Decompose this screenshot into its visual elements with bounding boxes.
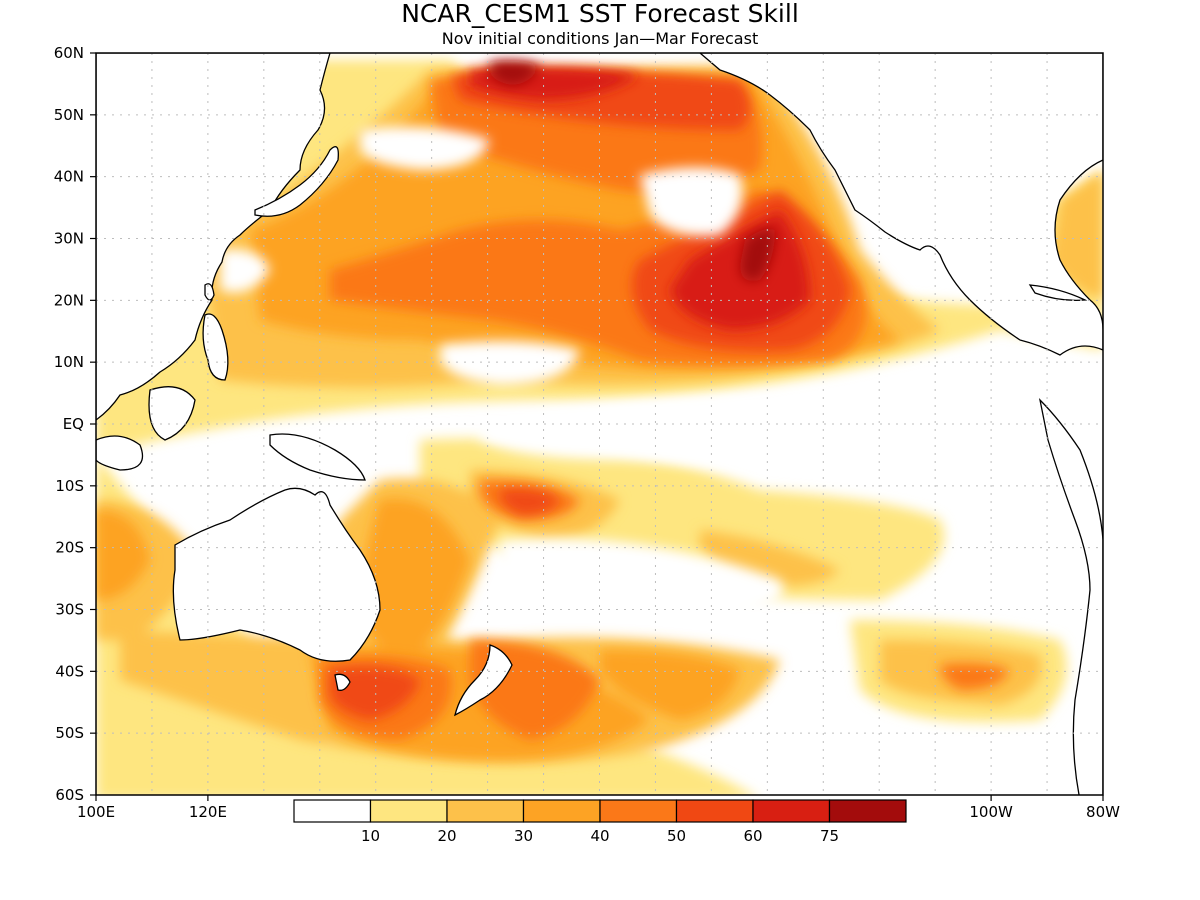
colorbar-swatch (599, 799, 678, 823)
colorbar-swatch (293, 799, 372, 823)
new-guinea (269, 433, 366, 481)
colorbar-level-label: 75 (820, 827, 839, 845)
borneo-sumatra (96, 435, 144, 471)
borneo-island (148, 386, 196, 441)
lat-tick-label: 60S (55, 786, 84, 804)
lat-axis: 60N 50N 40N 30N 20N 10N EQ 10S 20S 30S 40S 50S 60S (54, 44, 96, 804)
colorbar: 10 20 30 40 50 60 75 (286, 797, 914, 845)
lon-tick-label: 80W (1086, 803, 1120, 821)
lat-tick-label: 10S (55, 477, 84, 495)
lat-tick-label: 60N (54, 44, 84, 62)
south-america (1038, 398, 1103, 795)
colorbar-level-label: 30 (514, 827, 533, 845)
philippines (202, 313, 229, 381)
australia (172, 487, 381, 662)
lat-tick-label: 20N (54, 291, 84, 309)
skill-field-layer (96, 60, 1103, 795)
lon-tick-label: 100W (969, 803, 1013, 821)
lon-axis: 100E 120E 100W 80W (77, 795, 1120, 821)
colorbar-level-label: 20 (437, 827, 456, 845)
colorbar-swatch (752, 799, 831, 823)
lat-tick-label: 10N (54, 353, 84, 371)
taiwan (204, 283, 215, 301)
lat-tick-label: 40N (54, 168, 84, 186)
colorbar-swatch (522, 799, 601, 823)
map-title: NCAR_CESM1 SST Forecast Skill (401, 0, 799, 28)
lat-tick-label: 50S (55, 724, 84, 742)
colorbar-level-label: 50 (667, 827, 686, 845)
cuba (1028, 284, 1088, 301)
colorbar-level-label: 40 (590, 827, 609, 845)
lon-tick-label: 100E (77, 803, 115, 821)
colorbar-swatch (675, 799, 754, 823)
colorbar-swatch (828, 799, 907, 823)
lat-tick-label: 30S (55, 601, 84, 619)
map-subtitle: Nov initial conditions Jan—Mar Forecast (442, 29, 758, 48)
north-america (698, 53, 1103, 356)
lat-tick-label: 20S (55, 539, 84, 557)
lat-tick-label: EQ (63, 415, 84, 433)
lon-tick-label: 120E (189, 803, 227, 821)
colorbar-swatch (446, 799, 525, 823)
skill-band-75-plus (490, 60, 775, 281)
lat-tick-label: 30N (54, 230, 84, 248)
low-skill-holes (220, 126, 1003, 620)
land-mask (96, 53, 1103, 795)
asia-coast (96, 53, 331, 421)
colorbar-level-label: 60 (743, 827, 762, 845)
lat-tick-label: 40S (55, 662, 84, 680)
new-zealand (454, 644, 513, 717)
tasmania (334, 673, 351, 691)
japan (254, 146, 339, 217)
lat-tick-label: 50N (54, 106, 84, 124)
colorbar-swatch (369, 799, 448, 823)
colorbar-level-label: 10 (361, 827, 380, 845)
